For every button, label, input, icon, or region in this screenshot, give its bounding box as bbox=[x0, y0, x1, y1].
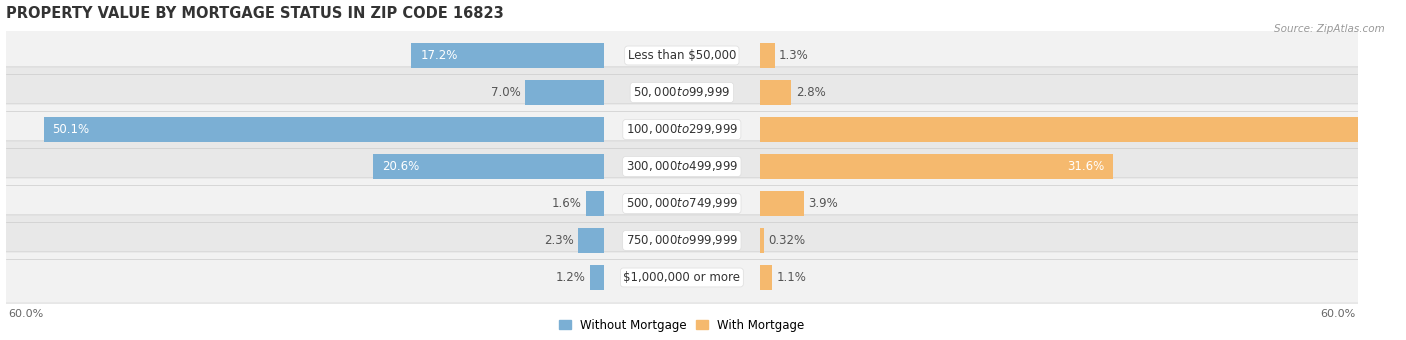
FancyBboxPatch shape bbox=[4, 30, 1360, 81]
Text: $100,000 to $299,999: $100,000 to $299,999 bbox=[626, 122, 738, 136]
Bar bbox=[578, 228, 603, 253]
Text: 20.6%: 20.6% bbox=[382, 160, 419, 173]
Text: 7.0%: 7.0% bbox=[491, 86, 520, 99]
Bar bbox=[526, 80, 603, 105]
Text: $500,000 to $749,999: $500,000 to $749,999 bbox=[626, 197, 738, 210]
Bar bbox=[412, 43, 603, 68]
Text: 60.0%: 60.0% bbox=[8, 309, 44, 319]
Text: 1.3%: 1.3% bbox=[779, 49, 808, 62]
Bar bbox=[761, 154, 1114, 179]
Text: 31.6%: 31.6% bbox=[1067, 160, 1104, 173]
Text: 17.2%: 17.2% bbox=[420, 49, 457, 62]
Bar bbox=[44, 117, 603, 142]
Text: 50.1%: 50.1% bbox=[52, 123, 90, 136]
Bar bbox=[586, 191, 603, 216]
FancyBboxPatch shape bbox=[4, 215, 1360, 266]
FancyBboxPatch shape bbox=[4, 104, 1360, 155]
Text: 0.32%: 0.32% bbox=[768, 234, 806, 247]
Text: 60.0%: 60.0% bbox=[1320, 309, 1355, 319]
Bar bbox=[761, 228, 763, 253]
Bar bbox=[591, 265, 603, 290]
Text: 59.0%: 59.0% bbox=[1374, 123, 1406, 136]
Text: Source: ZipAtlas.com: Source: ZipAtlas.com bbox=[1274, 24, 1385, 34]
Text: 1.6%: 1.6% bbox=[551, 197, 581, 210]
Text: 1.2%: 1.2% bbox=[555, 271, 586, 284]
Text: 2.8%: 2.8% bbox=[796, 86, 825, 99]
Bar bbox=[761, 80, 792, 105]
Text: $1,000,000 or more: $1,000,000 or more bbox=[623, 271, 741, 284]
FancyBboxPatch shape bbox=[4, 141, 1360, 192]
Text: $50,000 to $99,999: $50,000 to $99,999 bbox=[633, 85, 731, 100]
Text: $300,000 to $499,999: $300,000 to $499,999 bbox=[626, 159, 738, 173]
Legend: Without Mortgage, With Mortgage: Without Mortgage, With Mortgage bbox=[554, 314, 810, 336]
Bar bbox=[761, 43, 775, 68]
Text: $750,000 to $999,999: $750,000 to $999,999 bbox=[626, 234, 738, 248]
Bar bbox=[761, 117, 1406, 142]
Bar bbox=[374, 154, 603, 179]
Text: PROPERTY VALUE BY MORTGAGE STATUS IN ZIP CODE 16823: PROPERTY VALUE BY MORTGAGE STATUS IN ZIP… bbox=[6, 5, 503, 20]
Bar bbox=[761, 191, 804, 216]
FancyBboxPatch shape bbox=[4, 252, 1360, 303]
Text: Less than $50,000: Less than $50,000 bbox=[627, 49, 735, 62]
Text: 2.3%: 2.3% bbox=[544, 234, 574, 247]
Text: 1.1%: 1.1% bbox=[778, 271, 807, 284]
Text: 3.9%: 3.9% bbox=[808, 197, 838, 210]
FancyBboxPatch shape bbox=[4, 67, 1360, 118]
Bar bbox=[761, 265, 772, 290]
FancyBboxPatch shape bbox=[4, 178, 1360, 229]
